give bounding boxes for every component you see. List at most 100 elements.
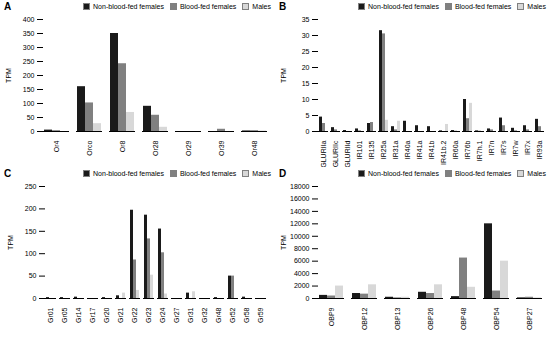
html-text:Blood-fed females: Blood-fed females — [179, 3, 237, 10]
html-text:Non-blood-fed females: Non-blood-fed females — [93, 3, 164, 10]
svg-text:10: 10 — [302, 96, 310, 103]
svg-text:IR7s: IR7s — [500, 140, 507, 155]
svg-text:IR7h.1: IR7h.1 — [476, 140, 483, 161]
svg-text:150: 150 — [25, 228, 37, 235]
svg-text:2000: 2000 — [294, 282, 310, 289]
svg-text:Gr24: Gr24 — [159, 307, 166, 323]
svg-text:OBP54: OBP54 — [493, 307, 500, 330]
svg-text:Gr22: Gr22 — [131, 307, 138, 323]
svg-text:30: 30 — [302, 32, 310, 39]
svg-text:TPM: TPM — [280, 68, 287, 83]
svg-text:IR101: IR101 — [356, 140, 363, 159]
html-text:C: C — [4, 168, 12, 179]
svg-text:OBP48: OBP48 — [460, 307, 467, 330]
svg-text:Gr21: Gr21 — [117, 307, 124, 323]
html-text:Blood-fed females: Blood-fed females — [179, 170, 237, 177]
svg-text:Gr48: Gr48 — [215, 307, 222, 323]
svg-text:Gr14: Gr14 — [75, 307, 82, 323]
svg-text:14000: 14000 — [290, 208, 310, 215]
svg-text:IR41b.2: IR41b.2 — [440, 140, 447, 165]
svg-text:Gr58: Gr58 — [243, 307, 250, 323]
svg-text:Or28: Or28 — [152, 140, 159, 156]
svg-text:Gr23: Gr23 — [145, 307, 152, 323]
svg-text:25: 25 — [302, 48, 310, 55]
svg-text:10000: 10000 — [290, 233, 310, 240]
svg-text:0: 0 — [31, 128, 35, 135]
svg-text:12000: 12000 — [290, 220, 310, 227]
svg-text:OBP27: OBP27 — [526, 307, 533, 330]
svg-text:Or8: Or8 — [119, 140, 126, 152]
svg-text:IR7w: IR7w — [512, 140, 519, 157]
svg-text:Orco: Orco — [86, 140, 93, 155]
svg-text:Or29: Or29 — [185, 140, 192, 156]
svg-text:35: 35 — [302, 16, 310, 23]
svg-text:Gr31: Gr31 — [187, 307, 194, 323]
html-text:Males: Males — [252, 170, 271, 177]
svg-text:6000: 6000 — [294, 257, 310, 264]
svg-text:250: 250 — [23, 58, 35, 65]
svg-text:150: 150 — [23, 86, 35, 93]
svg-text:300: 300 — [23, 44, 35, 51]
svg-text:GLURIIc: GLURIIc — [332, 140, 339, 167]
html-text:Non-blood-fed females: Non-blood-fed females — [368, 170, 439, 177]
svg-text:IR25a: IR25a — [380, 140, 387, 159]
svg-text:IR60a: IR60a — [452, 140, 459, 159]
svg-text:Or48: Or48 — [251, 140, 258, 156]
svg-text:100: 100 — [25, 250, 37, 257]
svg-text:200: 200 — [25, 205, 37, 212]
svg-text:Gr17: Gr17 — [89, 307, 96, 323]
svg-text:IR7x: IR7x — [524, 140, 531, 155]
svg-text:Gr32: Gr32 — [201, 307, 208, 323]
html-text:A: A — [4, 1, 12, 12]
html-text:D: D — [279, 168, 287, 179]
svg-text:IR31a: IR31a — [392, 140, 399, 159]
svg-text:OBP13: OBP13 — [394, 307, 401, 330]
svg-text:OBP26: OBP26 — [427, 307, 434, 330]
svg-text:20: 20 — [302, 64, 310, 71]
svg-text:GLURIId: GLURIId — [344, 140, 351, 167]
svg-text:0: 0 — [306, 128, 310, 135]
svg-text:0: 0 — [306, 295, 310, 302]
svg-text:TPM: TPM — [7, 235, 14, 250]
svg-text:IR41b: IR41b — [428, 140, 435, 159]
svg-text:OBP9: OBP9 — [328, 307, 335, 326]
svg-text:8000: 8000 — [294, 245, 310, 252]
svg-text:IR93a: IR93a — [536, 140, 543, 159]
svg-text:IR41a: IR41a — [416, 140, 423, 159]
svg-text:GLURIIa: GLURIIa — [320, 140, 327, 167]
svg-text:IR7n: IR7n — [488, 140, 495, 155]
svg-text:OBP12: OBP12 — [361, 307, 368, 330]
svg-text:50: 50 — [27, 114, 35, 121]
svg-text:Gr27: Gr27 — [173, 307, 180, 323]
svg-text:250: 250 — [25, 183, 37, 190]
html-text:B: B — [279, 1, 287, 12]
svg-text:Gr20: Gr20 — [103, 307, 110, 323]
svg-text:200: 200 — [23, 72, 35, 79]
svg-text:IR135: IR135 — [368, 140, 375, 159]
svg-text:50: 50 — [29, 272, 37, 279]
svg-text:Gr05: Gr05 — [61, 307, 68, 323]
html-text:Blood-fed females: Blood-fed females — [454, 3, 512, 10]
svg-text:Gr52: Gr52 — [229, 307, 236, 323]
svg-text:350: 350 — [23, 30, 35, 37]
svg-text:IR40a: IR40a — [404, 140, 411, 159]
svg-text:16000: 16000 — [290, 195, 310, 202]
html-text:Non-blood-fed females: Non-blood-fed females — [368, 3, 439, 10]
svg-text:100: 100 — [23, 100, 35, 107]
svg-text:Gr01: Gr01 — [47, 307, 54, 323]
svg-text:Or4: Or4 — [53, 140, 60, 152]
html-text:Males: Males — [252, 3, 271, 10]
svg-text:TPM: TPM — [280, 235, 287, 250]
svg-text:15: 15 — [302, 80, 310, 87]
svg-text:18000: 18000 — [290, 183, 310, 190]
svg-text:400: 400 — [23, 16, 35, 23]
html-text:Males: Males — [527, 3, 546, 10]
svg-text:0: 0 — [33, 295, 37, 302]
svg-text:TPM: TPM — [5, 68, 12, 83]
html-text:Non-blood-fed females: Non-blood-fed females — [93, 170, 164, 177]
svg-text:Or39: Or39 — [218, 140, 225, 156]
svg-text:5: 5 — [306, 112, 310, 119]
svg-text:Gr59: Gr59 — [257, 307, 264, 323]
svg-text:4000: 4000 — [294, 270, 310, 277]
svg-text:IR76b: IR76b — [464, 140, 471, 159]
